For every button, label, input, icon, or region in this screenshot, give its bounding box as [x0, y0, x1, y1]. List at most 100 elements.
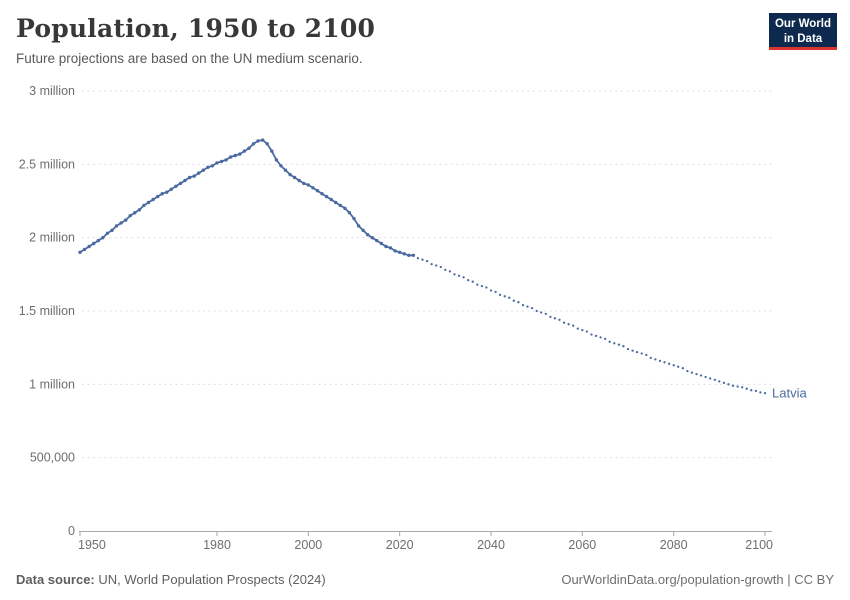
projection-point — [430, 262, 433, 266]
history-point — [388, 246, 393, 250]
projection-point — [745, 387, 748, 390]
projection-point — [572, 324, 575, 327]
entity-label[interactable]: Latvia — [772, 386, 807, 401]
projection-point — [686, 369, 689, 373]
projection-point — [558, 318, 561, 321]
projection-point — [640, 352, 643, 355]
x-axis-tick-label: 2040 — [477, 538, 505, 552]
chart-subtitle: Future projections are based on the UN m… — [16, 51, 363, 66]
projection-point — [416, 257, 420, 260]
history-point — [142, 203, 146, 208]
projection-point — [663, 361, 666, 364]
projection-point — [453, 273, 456, 276]
projection-point — [540, 311, 543, 314]
history-point — [192, 174, 196, 178]
data-source-label: Data source: — [16, 572, 95, 587]
history-point — [384, 244, 388, 249]
history-point — [119, 221, 123, 225]
history-point — [187, 175, 192, 180]
x-axis-tick-label: 2100 — [745, 538, 773, 552]
x-axis-tick-label: 2020 — [386, 538, 414, 552]
projection-point — [585, 330, 589, 333]
history-point — [311, 186, 315, 190]
projection-point — [709, 377, 712, 380]
history-point — [274, 158, 279, 162]
history-point — [402, 252, 406, 256]
history-point — [279, 164, 283, 168]
history-point — [411, 253, 416, 257]
projection-point — [549, 315, 552, 319]
history-point — [178, 181, 183, 186]
history-point — [201, 168, 205, 172]
history-point — [270, 149, 274, 153]
projection-point — [658, 359, 662, 363]
history-point — [256, 139, 260, 143]
projection-point — [576, 327, 579, 330]
history-point — [398, 250, 402, 254]
projection-point — [421, 258, 424, 261]
owid-url-link[interactable]: OurWorldinData.org/population-growth — [561, 572, 784, 587]
history-point — [292, 175, 297, 180]
y-axis-tick-label: 1.5 million — [19, 304, 75, 318]
history-point — [151, 197, 155, 202]
projection-point — [467, 279, 470, 282]
x-axis-tick-label: 2000 — [294, 538, 322, 552]
projection-point — [503, 295, 506, 298]
projection-point — [581, 328, 584, 332]
projection-point — [476, 283, 479, 286]
projection-point — [444, 268, 447, 272]
history-point — [165, 190, 169, 194]
projection-point — [718, 380, 721, 383]
projection-point — [750, 389, 753, 392]
projection-point — [480, 284, 484, 288]
history-point — [206, 165, 210, 169]
projection-point — [617, 343, 621, 346]
y-axis-tick-label: 500,000 — [30, 451, 75, 465]
owid-logo-line1: Our World — [774, 18, 831, 31]
history-point — [101, 236, 105, 240]
history-point — [297, 178, 301, 183]
x-axis-tick-label: 1950 — [78, 538, 106, 552]
history-point — [320, 192, 324, 196]
history-point — [215, 161, 219, 165]
history-point — [96, 238, 101, 243]
projection-point — [604, 337, 607, 341]
owid-logo[interactable]: Our World in Data — [769, 13, 837, 50]
history-point — [114, 224, 119, 228]
history-point — [210, 164, 215, 168]
chart-title: Population, 1950 to 2100 — [16, 14, 376, 43]
chart-header: Population, 1950 to 2100 Future projecti… — [16, 14, 756, 66]
plot-area[interactable] — [80, 91, 765, 531]
y-axis-tick-label: 2 million — [29, 231, 75, 245]
history-point — [306, 183, 310, 187]
history-point — [407, 253, 411, 257]
projection-point — [635, 350, 639, 354]
history-point — [315, 189, 320, 193]
history-point — [160, 192, 164, 196]
history-point — [251, 142, 256, 146]
history-point — [197, 171, 201, 175]
projection-point — [690, 371, 694, 374]
history-point — [224, 158, 228, 162]
history-point — [302, 181, 306, 186]
history-point — [78, 250, 82, 254]
projection-point — [736, 385, 739, 388]
projection-point — [425, 259, 429, 263]
projection-point — [462, 276, 465, 279]
history-point — [379, 241, 384, 246]
projection-point — [562, 321, 566, 324]
history-point — [343, 206, 347, 210]
y-axis-tick-label: 0 — [68, 524, 75, 538]
history-point — [366, 233, 370, 237]
projection-point — [631, 349, 634, 352]
projection-point — [704, 375, 707, 379]
history-point — [183, 178, 187, 183]
projection-point — [526, 305, 529, 308]
projection-point — [485, 286, 488, 289]
projection-point — [599, 336, 602, 339]
projection-point — [448, 270, 452, 273]
history-point — [219, 159, 224, 164]
history-point — [82, 247, 87, 252]
history-point — [334, 200, 338, 205]
